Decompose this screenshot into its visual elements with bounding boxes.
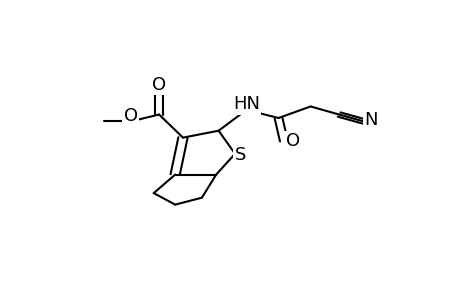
Text: O: O <box>152 76 166 94</box>
Text: O: O <box>123 107 137 125</box>
Text: N: N <box>364 111 377 129</box>
Text: HN: HN <box>232 95 259 113</box>
Text: S: S <box>234 146 246 164</box>
Text: O: O <box>285 132 299 150</box>
